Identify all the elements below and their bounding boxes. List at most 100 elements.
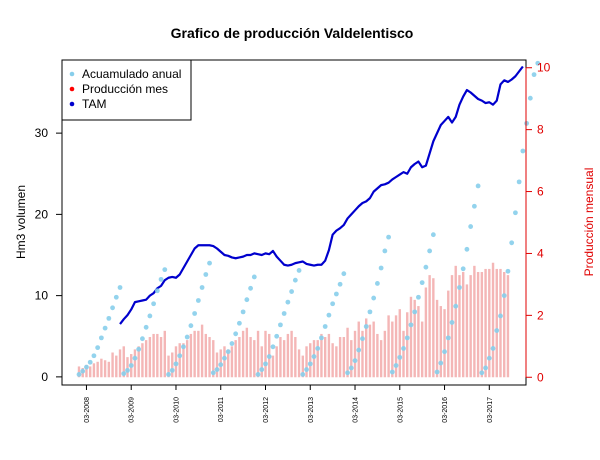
accumulated-point: [169, 367, 175, 373]
production-bar: [227, 349, 230, 378]
production-bar: [290, 330, 293, 378]
accumulated-point: [386, 234, 391, 240]
x-axis-tick-label: 03-2008: [84, 397, 91, 423]
production-bar: [420, 321, 424, 378]
tam-line-series: [119, 65, 524, 325]
accumulated-point: [222, 355, 227, 361]
production-bar: [342, 337, 346, 378]
production-bar: [506, 275, 510, 378]
accumulated-point: [315, 346, 321, 351]
production-bar: [249, 337, 252, 378]
accumulated-point: [333, 291, 339, 297]
production-bar: [435, 299, 439, 378]
accumulated-point: [341, 271, 347, 277]
accumulated-point: [397, 354, 403, 360]
accumulated-point: [251, 274, 257, 280]
legend-label-accum: Acuamulado anual: [82, 67, 181, 81]
accumulated-point: [128, 363, 134, 368]
production-bar: [454, 265, 457, 378]
accumulated-point: [468, 224, 474, 229]
production-bar: [167, 355, 170, 378]
accumulated-point: [125, 367, 130, 373]
production-bar: [238, 337, 241, 378]
accumulated-point: [181, 344, 186, 350]
accumulated-point: [416, 294, 421, 300]
accumulated-point: [319, 335, 324, 341]
right-axis: 0 2 4 6 8 10: [525, 61, 551, 384]
accumulated-point: [259, 367, 265, 372]
accumulated-point: [91, 353, 97, 359]
accumulated-point: [248, 285, 253, 291]
accumulated-point: [199, 285, 205, 290]
accumulated-point: [494, 328, 500, 333]
legend-label-tam: TAM: [82, 97, 106, 111]
accumulated-point: [136, 346, 142, 352]
accumulated-point: [292, 277, 298, 283]
production-bar: [189, 333, 193, 378]
accumulated-point: [434, 369, 440, 375]
accumulated-point: [378, 265, 384, 271]
accumulated-point: [102, 325, 108, 331]
production-bar: [338, 337, 342, 378]
production-bar: [96, 361, 99, 378]
accumulated-point: [520, 148, 526, 154]
production-bar: [100, 358, 103, 378]
tam-line: [119, 65, 524, 325]
production-bar: [417, 306, 420, 378]
right-axis-tick-label: 6: [537, 185, 544, 199]
production-bar: [450, 275, 454, 378]
accumulated-point: [274, 333, 280, 339]
production-bar: [465, 284, 469, 378]
production-bar: [163, 330, 166, 378]
accumulated-point: [460, 266, 466, 272]
x-axis-tick-label: 03-2014: [353, 397, 360, 423]
accumulated-point: [486, 355, 492, 361]
production-bar: [241, 330, 245, 378]
legend-marker-monthly: [69, 86, 75, 92]
accumulated-point: [498, 313, 503, 319]
accumulated-point: [188, 323, 194, 329]
accumulated-point: [244, 297, 250, 303]
production-bar: [178, 343, 181, 378]
accumulated-point: [263, 361, 268, 367]
left-axis-tick-label: 10: [35, 289, 49, 303]
accumulated-point: [300, 372, 306, 377]
accumulated-point: [513, 210, 518, 216]
accumulated-point: [505, 268, 511, 274]
x-axis-tick-label: 03-2011: [218, 397, 225, 422]
production-bar: [286, 333, 290, 378]
production-bar: [432, 278, 435, 378]
production-bar: [208, 337, 211, 378]
accumulated-point: [98, 335, 104, 341]
production-bar: [297, 349, 301, 378]
right-axis-tick-label: 4: [537, 246, 544, 260]
production-bar: [376, 333, 379, 378]
production-bar: [353, 330, 357, 378]
accumulated-point: [255, 372, 261, 377]
left-axis-tick-label: 30: [35, 126, 49, 140]
accumulated-point: [76, 372, 82, 377]
production-bar: [361, 330, 364, 378]
accumulated-point: [240, 309, 246, 315]
accumulated-point: [475, 183, 481, 189]
x-axis-tick-label: 03-2017: [487, 397, 494, 423]
production-bar: [320, 333, 323, 378]
production-bar: [379, 340, 383, 378]
accumulated-point: [162, 267, 168, 273]
accumulated-point: [524, 120, 529, 126]
x-axis-tick-label: 03-2015: [397, 397, 404, 423]
x-axis-tick-label: 03-2009: [129, 397, 136, 423]
x-axis-tick-label: 03-2010: [173, 397, 180, 423]
accumulated-point: [281, 311, 287, 316]
accumulated-point: [449, 320, 455, 325]
production-bar: [275, 346, 278, 378]
production-bar: [260, 346, 263, 378]
accumulated-point: [337, 281, 343, 287]
production-bar: [447, 290, 450, 378]
production-bar: [488, 268, 491, 378]
accumulated-point: [423, 264, 429, 270]
production-bar: [461, 272, 465, 378]
production-bar: [193, 330, 196, 378]
accumulated-point: [80, 368, 86, 374]
legend-box: [61, 59, 192, 121]
